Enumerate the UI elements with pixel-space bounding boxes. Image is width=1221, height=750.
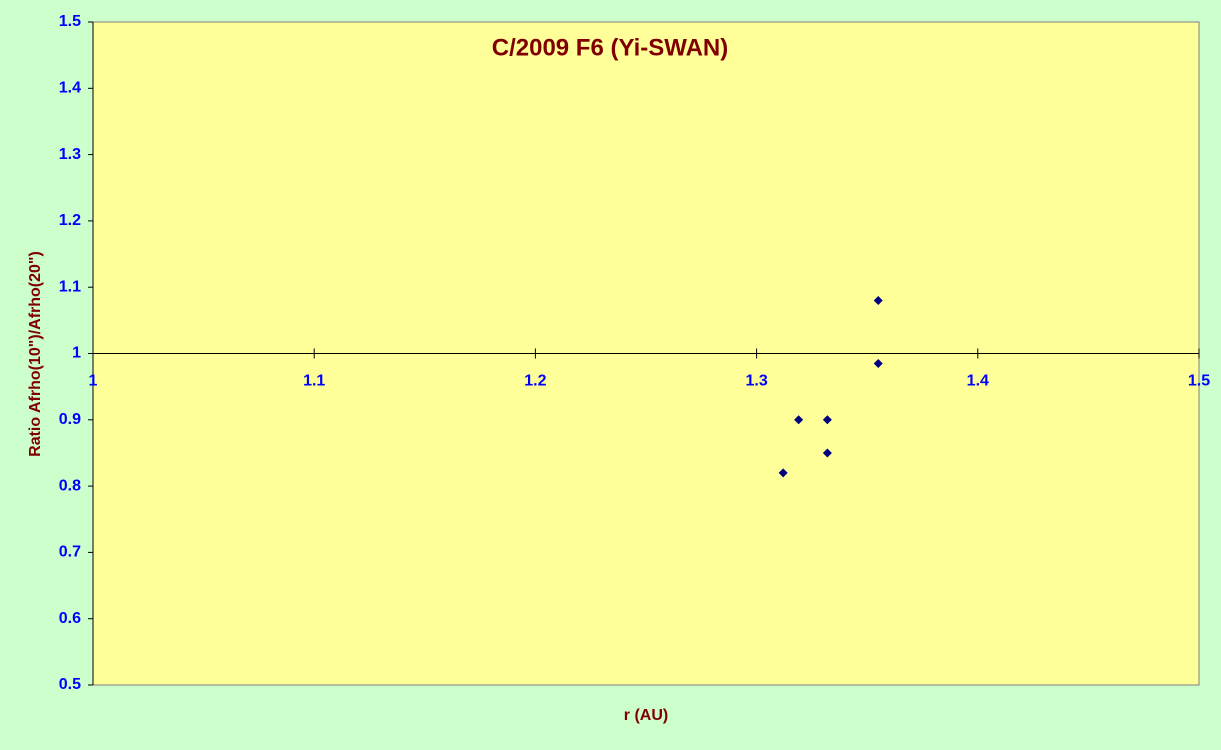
data-point <box>873 295 883 305</box>
x-tick-label: 1.1 <box>303 373 325 390</box>
x-tick-label: 1.5 <box>1188 373 1210 390</box>
y-tick-label: 1.3 <box>59 146 81 163</box>
x-tick-label: 1.2 <box>524 373 546 390</box>
data-point <box>822 415 832 425</box>
x-tick-label: 1.3 <box>745 373 767 390</box>
y-tick-label: 0.6 <box>59 610 81 627</box>
y-tick-label: 1.2 <box>59 212 81 229</box>
y-tick-label: 0.8 <box>59 477 81 494</box>
y-axis-title: Ratio Afrho(10")/Afrho(20") <box>27 251 44 457</box>
y-tick-label: 1.4 <box>59 80 81 97</box>
y-tick-label: 1.5 <box>59 13 81 30</box>
x-tick-label: 1.4 <box>967 373 989 390</box>
y-tick-label: 1.1 <box>59 278 81 295</box>
y-tick-label: 1 <box>72 345 81 362</box>
x-tick-label: 1 <box>89 373 98 390</box>
data-point <box>778 468 788 478</box>
y-tick-label: 0.5 <box>59 676 81 693</box>
chart-title: C/2009 F6 (Yi-SWAN) <box>492 34 729 61</box>
data-point <box>794 415 804 425</box>
x-axis-title: r (AU) <box>624 707 668 724</box>
data-point <box>822 448 832 458</box>
y-tick-label: 0.7 <box>59 544 81 561</box>
data-point <box>873 358 883 368</box>
y-tick-label: 0.9 <box>59 411 81 428</box>
